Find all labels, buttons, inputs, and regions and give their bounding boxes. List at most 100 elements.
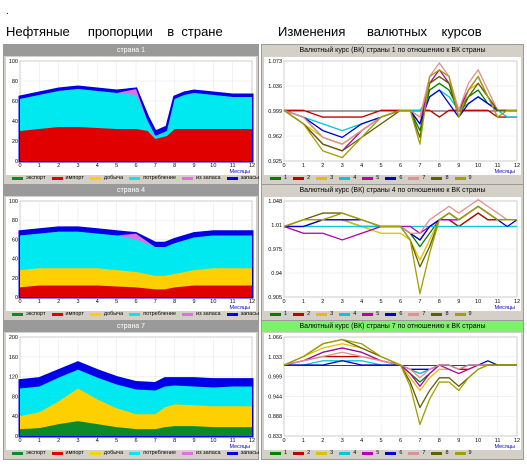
x-axis-label: Месяцы xyxy=(229,444,250,450)
legend-label: 4 xyxy=(353,175,357,181)
x-axis-label: Месяцы xyxy=(494,169,515,175)
x-tick-label: 6 xyxy=(134,438,137,444)
x-tick-label: 4 xyxy=(96,299,99,305)
legend-label: 9 xyxy=(468,175,472,181)
y-tick-label: 0.905 xyxy=(268,295,282,301)
legend-label: 9 xyxy=(468,311,472,317)
x-tick-label: 11 xyxy=(230,163,236,169)
legend-label: потребление xyxy=(143,311,177,317)
y-tick-label: 200 xyxy=(9,335,18,341)
x-tick-label: 3 xyxy=(76,299,79,305)
x-tick-label: 4 xyxy=(96,163,99,169)
legend-swatch xyxy=(129,451,141,455)
panel-rate-country-4: Валютный курс (ВК) страны 4 по отношению… xyxy=(261,184,524,321)
y-tick-label: 60 xyxy=(12,99,18,105)
x-tick-label: 10 xyxy=(210,163,216,169)
y-tick-label: 0.925 xyxy=(268,159,282,165)
legend-swatch xyxy=(226,312,238,316)
x-tick-label: 3 xyxy=(341,299,344,305)
panel-rate-country-1: Валютный курс (ВК) страны 1 по отношению… xyxy=(261,44,524,185)
legend-label: 6 xyxy=(399,311,403,317)
y-tick-label: 60 xyxy=(12,237,18,243)
area-series-экспорт xyxy=(20,421,252,436)
y-tick-label: 0 xyxy=(15,295,18,301)
legend-swatch xyxy=(182,176,194,180)
legend-swatch xyxy=(431,176,443,180)
x-tick-label: 7 xyxy=(418,438,421,444)
legend-swatch xyxy=(454,312,466,316)
line-series-9 xyxy=(283,69,517,159)
x-tick-label: 8 xyxy=(173,438,176,444)
panel-country-4: страна 4 0 20 40 60 80 100 0 1 2 3 4 5 6 7 8 9 10 11 12 Мес… xyxy=(3,184,259,321)
legend-swatch xyxy=(339,451,351,455)
legend-swatch xyxy=(182,451,194,455)
legend-right-4: 1 2 3 4 5 6 7 8 9 xyxy=(264,311,521,321)
legend-label: добыча xyxy=(103,175,124,181)
x-tick-label: 4 xyxy=(360,299,363,305)
x-tick-label: 5 xyxy=(115,163,118,169)
legend-swatch xyxy=(408,451,420,455)
x-tick-label: 8 xyxy=(173,299,176,305)
x-tick-label: 8 xyxy=(438,299,441,305)
x-tick-label: 12 xyxy=(249,299,255,305)
area-series-импорт xyxy=(20,127,252,161)
legend-swatch xyxy=(270,176,281,180)
legend-swatch xyxy=(362,176,374,180)
legend-label: 3 xyxy=(330,175,334,181)
x-tick-label: 8 xyxy=(173,163,176,169)
legend-label: 7 xyxy=(422,311,426,317)
y-tick-label: 120 xyxy=(9,375,18,381)
legend-label: 1 xyxy=(284,311,288,317)
legend-swatch xyxy=(431,312,443,316)
legend-swatch xyxy=(385,451,397,455)
legend-label: импорт xyxy=(65,311,84,317)
x-tick-label: 8 xyxy=(438,163,441,169)
legend-swatch xyxy=(408,312,420,316)
legend-swatch xyxy=(454,176,466,180)
legend-swatch xyxy=(293,451,305,455)
x-tick-label: 11 xyxy=(495,299,501,305)
x-tick-label: 8 xyxy=(438,438,441,444)
x-tick-label: 0 xyxy=(18,163,21,169)
legend-label: 4 xyxy=(353,450,357,456)
legend-swatch xyxy=(226,451,238,455)
x-tick-label: 10 xyxy=(475,299,481,305)
x-tick-label: 3 xyxy=(76,163,79,169)
x-tick-label: 12 xyxy=(249,438,255,444)
panel-title: страна 1 xyxy=(4,45,258,56)
x-tick-label: 0 xyxy=(282,299,285,305)
x-tick-label: 9 xyxy=(457,299,460,305)
y-tick-label: 0.833 xyxy=(268,434,282,440)
x-tick-label: 10 xyxy=(210,299,216,305)
legend-label: 5 xyxy=(376,450,380,456)
legend-label: 7 xyxy=(422,175,426,181)
legend-swatch xyxy=(270,312,281,316)
legend-swatch xyxy=(316,451,328,455)
x-axis-label: Месяцы xyxy=(494,305,515,311)
legend-swatch xyxy=(12,451,23,455)
x-tick-label: 12 xyxy=(514,163,520,169)
y-tick-label: 0 xyxy=(15,434,18,440)
legend-swatch xyxy=(129,176,141,180)
x-tick-label: 6 xyxy=(134,163,137,169)
legend-swatch xyxy=(454,451,466,455)
x-tick-label: 2 xyxy=(321,163,324,169)
legend-label: 8 xyxy=(445,175,449,181)
legend-swatch xyxy=(89,176,101,180)
legend-swatch xyxy=(362,451,374,455)
legend-label: экспорт xyxy=(26,175,46,181)
x-tick-label: 6 xyxy=(134,299,137,305)
y-tick-label: 1.01 xyxy=(271,223,282,229)
legend-label: экспорт xyxy=(26,450,46,456)
legend-left-7: экспорт импорт добыча потребление из запаса з… xyxy=(6,450,259,460)
x-tick-label: 11 xyxy=(495,163,501,169)
legend-label: потребление xyxy=(143,450,177,456)
y-tick-label: 0 xyxy=(15,159,18,165)
legend-swatch xyxy=(408,176,420,180)
legend-label: запасы xyxy=(240,311,259,317)
x-tick-label: 12 xyxy=(249,163,255,169)
y-tick-label: 80 xyxy=(12,79,18,85)
x-tick-label: 5 xyxy=(115,438,118,444)
panel-title: страна 4 xyxy=(4,185,258,196)
